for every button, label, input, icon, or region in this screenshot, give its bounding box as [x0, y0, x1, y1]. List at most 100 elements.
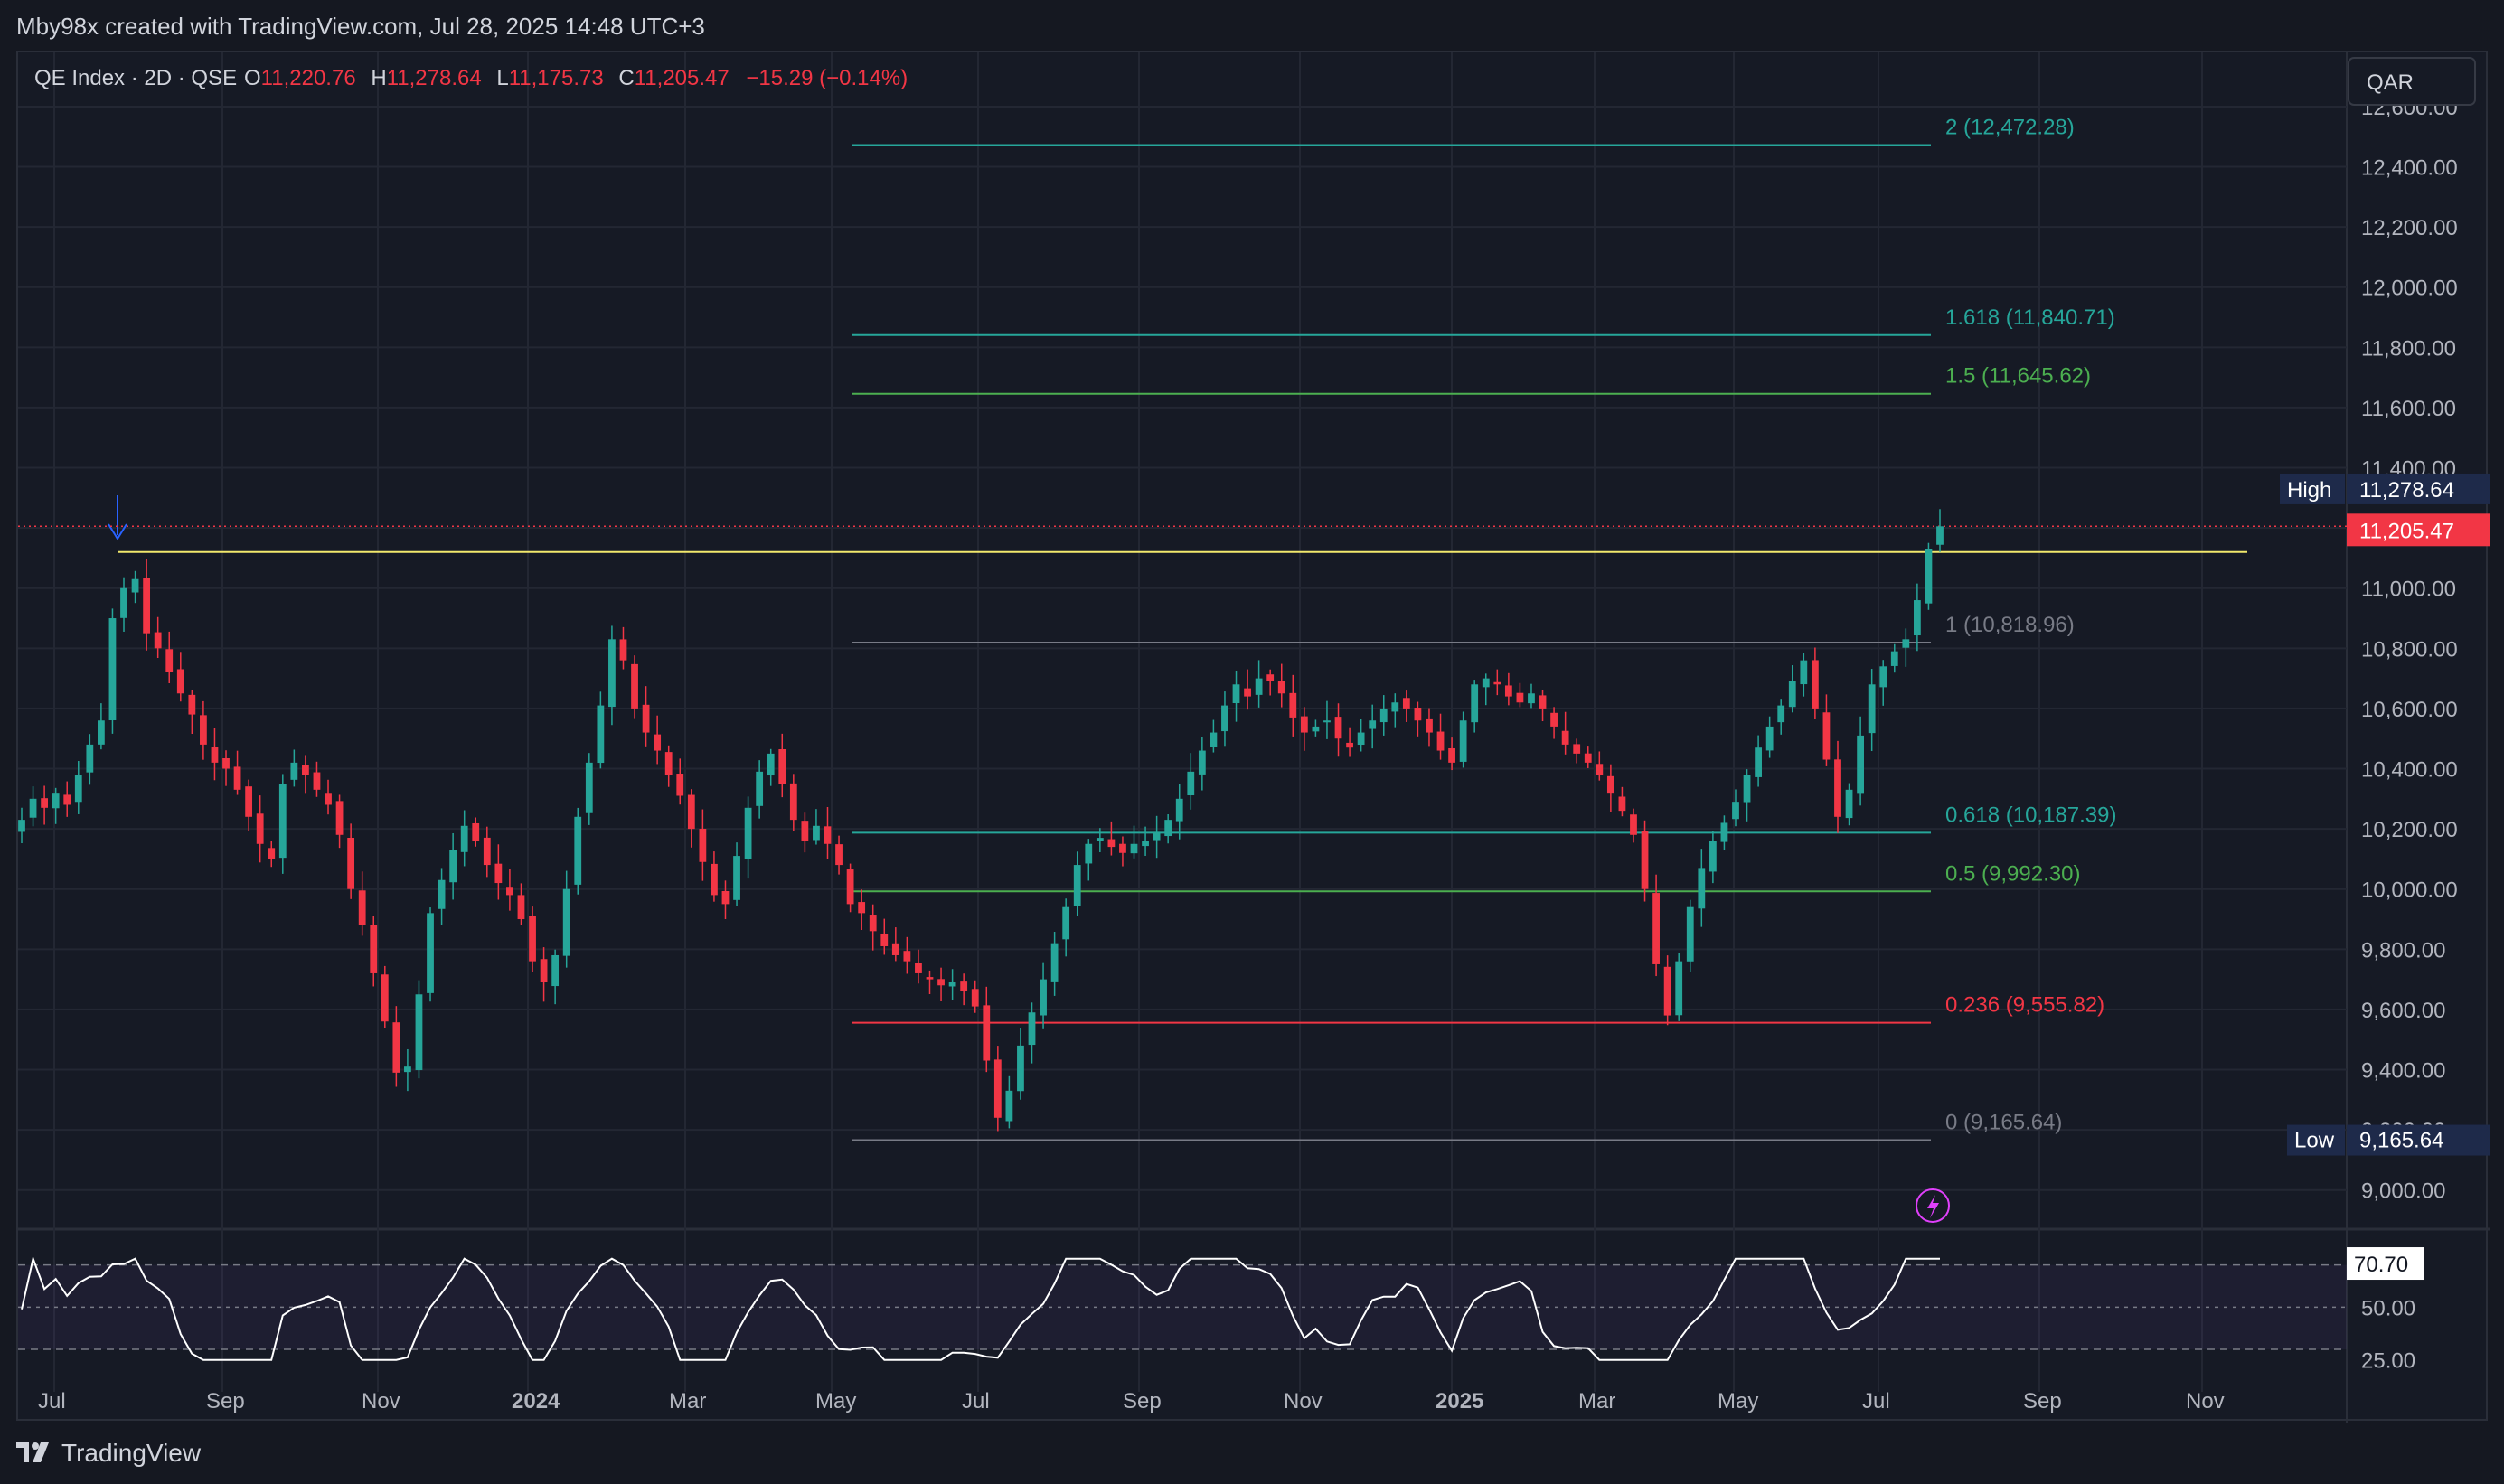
- close-label: C: [618, 66, 634, 90]
- chart-credit: Mby98x created with TradingView.com, Jul…: [16, 13, 705, 40]
- open-value: 11,220.76: [261, 66, 356, 90]
- candle-body: [29, 798, 37, 818]
- candle-body: [1857, 735, 1864, 794]
- candle-body: [1255, 678, 1263, 695]
- candle-body: [120, 587, 127, 618]
- candle-body: [1346, 742, 1353, 748]
- time-tick-label: Nov: [2186, 1389, 2225, 1414]
- candle-body: [789, 783, 797, 821]
- candle-body: [1879, 666, 1887, 688]
- candle-body: [778, 749, 786, 784]
- candle-body: [438, 879, 446, 909]
- candle-body: [1289, 692, 1297, 718]
- rsi-line: [21, 1255, 1940, 1361]
- footer-brand[interactable]: TradingView: [16, 1435, 201, 1471]
- candle-body: [937, 979, 945, 986]
- candle-body: [460, 825, 468, 852]
- candle-body: [1005, 1090, 1013, 1122]
- candle-body: [1800, 660, 1808, 685]
- time-tick-label: Jul: [38, 1389, 66, 1414]
- candle-body: [52, 793, 60, 809]
- price-tick-label: 10,200.00: [2361, 818, 2458, 842]
- candle-body: [1925, 549, 1933, 604]
- candle-body: [1811, 660, 1819, 709]
- time-tick-label: Sep: [1123, 1389, 1162, 1414]
- time-tick-label: Jul: [1862, 1389, 1890, 1414]
- low-label: L: [496, 66, 508, 90]
- high-marker-label: High: [2287, 478, 2331, 502]
- last-price-tag: 11,205.47: [2359, 519, 2454, 543]
- candle-body: [1357, 732, 1365, 746]
- time-tick-label: May: [1718, 1389, 1758, 1414]
- candle-body: [108, 618, 117, 721]
- candle-body: [756, 771, 764, 806]
- candle-body: [1596, 764, 1604, 775]
- candle-body: [86, 744, 94, 773]
- fib-level-label: 1.5 (11,645.62): [1945, 364, 2091, 389]
- chart-canvas[interactable]: 2 (12,472.28) 1.618 (11,840.71) 1.5 (11,64…: [18, 52, 2490, 1423]
- candle-body: [654, 734, 662, 751]
- fib-level-label: 1 (10,818.96): [1945, 613, 2075, 637]
- candle-body: [143, 578, 151, 634]
- candle-body: [1334, 717, 1342, 739]
- time-tick-label: Mar: [1578, 1389, 1615, 1414]
- candle-body: [1493, 681, 1501, 685]
- candle-body: [1119, 843, 1126, 853]
- rsi-band-fill: [18, 1264, 2347, 1349]
- candle-body: [676, 774, 684, 796]
- candle-body: [41, 798, 49, 808]
- candle-body: [824, 826, 832, 844]
- candle-body: [687, 794, 695, 830]
- rsi-current-tag: 70.70: [2354, 1253, 2408, 1277]
- high-marker-value-bg: [2347, 473, 2490, 504]
- change-value: −15.29 (−0.14%): [746, 66, 908, 90]
- price-tick-label: 11,000.00: [2361, 578, 2456, 602]
- candle-body: [1630, 814, 1637, 835]
- rsi-pane: [18, 1255, 2347, 1361]
- candle-body: [1618, 796, 1626, 812]
- price-axis: 9,000.009,200.009,400.009,600.009,800.00…: [2280, 96, 2490, 1374]
- tradingview-logo-icon: [16, 1442, 49, 1462]
- candle-body: [427, 913, 434, 993]
- candle-body: [494, 863, 503, 884]
- candle-body: [574, 816, 582, 885]
- candle-body: [392, 1022, 400, 1073]
- candle-body: [1062, 906, 1070, 940]
- footer-brand-label: TradingView: [61, 1439, 202, 1467]
- time-tick-label: Nov: [362, 1389, 400, 1414]
- candle-body: [1482, 678, 1490, 688]
- candle-body: [1652, 893, 1660, 964]
- candle-body: [1107, 839, 1116, 848]
- candle-body: [1584, 753, 1592, 763]
- candle-body: [948, 982, 956, 987]
- candle-body: [1765, 726, 1774, 751]
- price-tick-label: 10,000.00: [2361, 878, 2458, 903]
- currency-button[interactable]: QAR: [2348, 57, 2476, 106]
- candle-body: [131, 578, 139, 593]
- candle-body: [562, 888, 570, 956]
- candles-layer: [18, 509, 1944, 1132]
- fib-level-label: 0 (9,165.64): [1945, 1111, 2062, 1135]
- price-tick-label: 10,600.00: [2361, 698, 2458, 722]
- fibonacci-layer: 2 (12,472.28) 1.618 (11,840.71) 1.5 (11,64…: [18, 115, 2347, 1223]
- symbol-title: QE Index · 2D · QSE: [34, 66, 237, 90]
- candle-body: [1040, 979, 1047, 1016]
- candle-body: [1686, 906, 1694, 962]
- chart-frame[interactable]: 2 (12,472.28) 1.618 (11,840.71) 1.5 (11,64…: [16, 51, 2490, 1423]
- candle-body: [74, 775, 82, 803]
- candle-body: [233, 766, 241, 790]
- candle-body: [1175, 798, 1183, 822]
- candle-body: [1198, 750, 1206, 775]
- candle-body: [1300, 716, 1308, 733]
- candle-body: [1164, 820, 1172, 837]
- candle-body: [1266, 674, 1275, 681]
- candle-body: [540, 959, 548, 982]
- time-tick-label: Sep: [2023, 1389, 2062, 1414]
- candle-body: [1675, 961, 1683, 1016]
- low-marker-value: 9,165.64: [2359, 1129, 2443, 1153]
- candle-body: [1369, 720, 1377, 729]
- candle-body: [200, 715, 207, 745]
- candle-body: [835, 844, 843, 866]
- candle-body: [631, 663, 638, 709]
- candle-body: [801, 821, 809, 841]
